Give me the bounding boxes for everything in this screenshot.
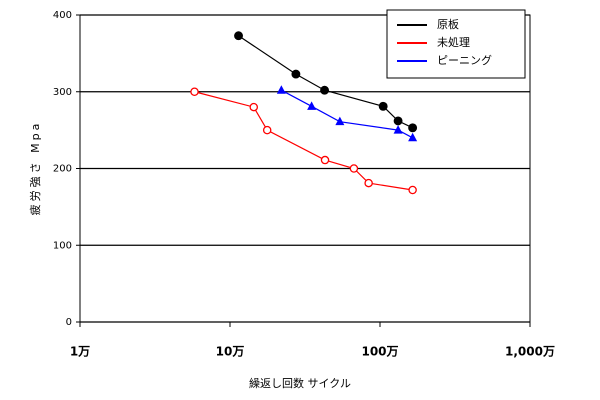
legend-label: ピーニング: [437, 53, 492, 67]
marker: [234, 31, 243, 41]
x-tick-label: 100万: [361, 345, 398, 359]
x-axis-label: 繰返し回数 サイクル: [249, 376, 351, 390]
marker: [408, 185, 417, 195]
series-line: [281, 89, 413, 139]
marker: [349, 164, 359, 173]
marker: [190, 87, 199, 97]
y-tick-label: 400: [53, 10, 72, 21]
marker: [276, 85, 286, 94]
marker: [307, 101, 317, 110]
x-tick-label: 1万: [70, 345, 90, 359]
marker: [335, 116, 345, 126]
marker: [320, 85, 330, 95]
y-tick-label: 0: [66, 317, 72, 328]
marker: [249, 102, 259, 112]
marker: [320, 155, 330, 165]
y-axis-label: 疲労強さ Mpa: [28, 121, 42, 216]
marker: [364, 178, 373, 188]
marker: [393, 116, 403, 126]
y-tick-label: 200: [53, 164, 72, 175]
y-tick-label: 300: [53, 87, 72, 98]
marker: [262, 125, 272, 135]
marker: [378, 101, 388, 111]
marker: [393, 125, 403, 134]
x-tick-label: 1,000万: [505, 345, 555, 359]
legend-label: 未処理: [437, 36, 470, 49]
marker: [408, 123, 418, 133]
x-tick-label: 10万: [216, 345, 245, 359]
marker: [291, 69, 301, 79]
y-tick-label: 100: [53, 240, 72, 251]
marker: [408, 132, 418, 142]
legend-label: 原板: [437, 17, 459, 31]
